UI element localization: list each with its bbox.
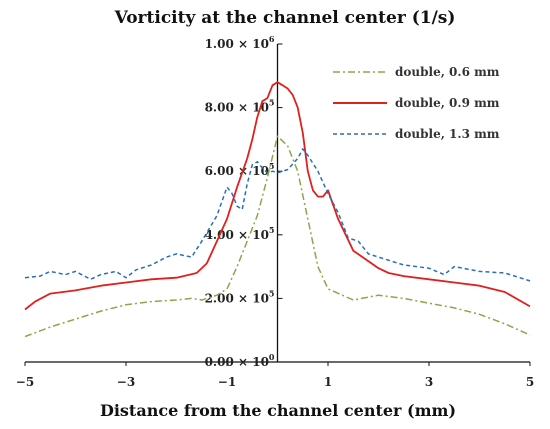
legend-label-3: double, 1.3 mm [395, 127, 500, 141]
series-line-3 [24, 148, 531, 282]
series-line-2 [24, 81, 531, 311]
x-axis-label: Distance from the channel center (mm) [100, 401, 456, 420]
y-tick-label: 1.00 × 106 [205, 34, 275, 51]
y-tick-label: 2.00 × 105 [205, 288, 275, 305]
y-tick-label: 6.00 × 105 [205, 161, 275, 178]
x-tick-label: 5 [526, 375, 534, 389]
legend-label-1: double, 0.6 mm [395, 65, 500, 79]
chart-title: Vorticity at the channel center (1/s) [114, 8, 456, 28]
axes: −5 −3 −1 1 3 5 0.00 × 100 2.00 × 105 4.00 × 105 6… [16, 34, 534, 389]
y-tick-label: 4.00 × 105 [205, 225, 275, 242]
legend: double, 0.6 mm double, 0.9 mm double, 1.3 … [333, 65, 500, 141]
x-tick-label: −1 [218, 375, 236, 389]
series-layer [24, 81, 531, 338]
x-tick-label: 1 [324, 375, 332, 389]
y-tick-label: 8.00 × 105 [205, 98, 275, 115]
legend-label-2: double, 0.9 mm [395, 96, 500, 110]
y-tick-label: 0.00 × 100 [205, 352, 275, 369]
series-line-1 [24, 135, 531, 338]
x-tick-label: −3 [117, 375, 135, 389]
x-tick-label: −5 [16, 375, 34, 389]
x-tick-label: 3 [425, 375, 433, 389]
